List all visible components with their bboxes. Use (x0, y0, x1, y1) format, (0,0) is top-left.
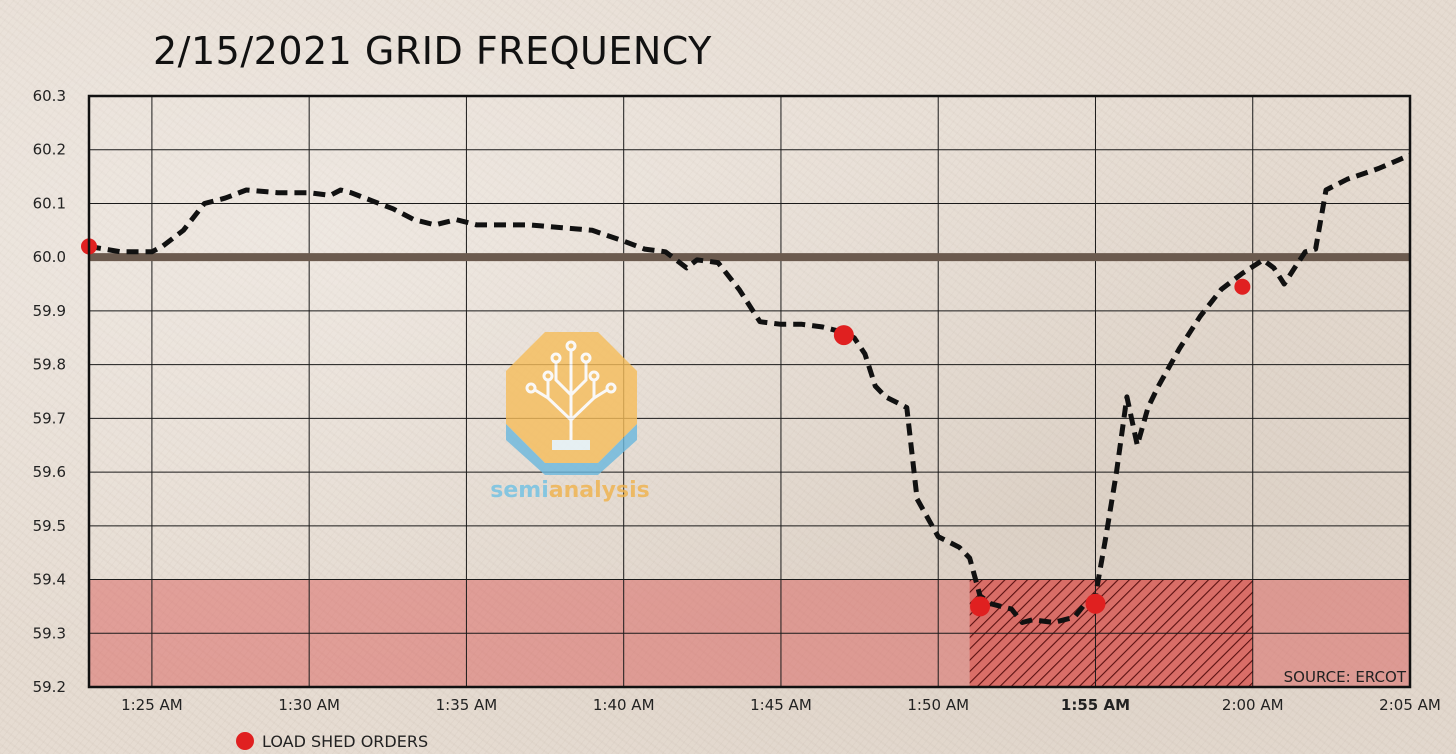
x-tick-label: 2:00 AM (1222, 696, 1284, 714)
logo-pot-icon (552, 440, 590, 450)
load-shed-markers-layer (81, 238, 1251, 617)
y-tick-label: 59.7 (33, 409, 66, 427)
plot-frame (87, 94, 1412, 689)
x-tick-labels: 1:25 AM 1:30 AM 1:35 AM 1:40 AM 1:45 AM 1:50 … (121, 696, 1441, 714)
legend-marker-icon (236, 732, 254, 750)
x-tick-label: 1:25 AM (121, 696, 183, 714)
load-shed-marker (970, 596, 991, 617)
load-shed-marker (1234, 278, 1251, 295)
y-tick-label: 59.6 (33, 463, 66, 481)
load-shed-marker (1085, 593, 1106, 614)
x-tick-label: 1:55 AM (1061, 696, 1130, 714)
y-tick-label: 60.2 (33, 141, 66, 159)
y-tick-labels: 59.2 59.3 59.4 59.5 59.6 59.7 59.8 59.9 60.0 60.1… (33, 87, 66, 696)
circuit-tree-icon (525, 340, 617, 440)
x-tick-label: 1:50 AM (907, 696, 969, 714)
y-tick-label: 59.3 (33, 624, 66, 642)
x-tick-label: 1:30 AM (278, 696, 340, 714)
series-layer (88, 152, 1411, 625)
logo-base-icon (506, 424, 637, 475)
semianalysis-watermark: semianalysis (490, 332, 650, 503)
load-shed-marker (833, 325, 854, 346)
chart-title: 2/15/2021 GRID FREQUENCY (153, 29, 712, 73)
x-tick-label: 1:45 AM (750, 696, 812, 714)
y-tick-label: 60.1 (33, 194, 66, 212)
watermark-text: semianalysis (490, 478, 649, 503)
y-tick-label: 60.3 (33, 87, 66, 105)
frequency-series-line (88, 152, 1411, 625)
source-label: SOURCE: ERCOT (1284, 668, 1407, 686)
y-tick-label: 59.5 (33, 517, 66, 535)
y-tick-label: 59.2 (33, 678, 66, 696)
x-tick-label: 1:35 AM (436, 696, 498, 714)
x-tick-label: 1:40 AM (593, 696, 655, 714)
y-tick-label: 59.9 (33, 302, 66, 320)
y-tick-label: 60.0 (33, 248, 66, 266)
y-tick-label: 59.8 (33, 356, 66, 374)
x-tick-label: 2:05 AM (1379, 696, 1441, 714)
legend: LOAD SHED ORDERS (236, 732, 428, 751)
y-tick-label: 59.4 (33, 571, 66, 589)
legend-label: LOAD SHED ORDERS (262, 732, 428, 751)
